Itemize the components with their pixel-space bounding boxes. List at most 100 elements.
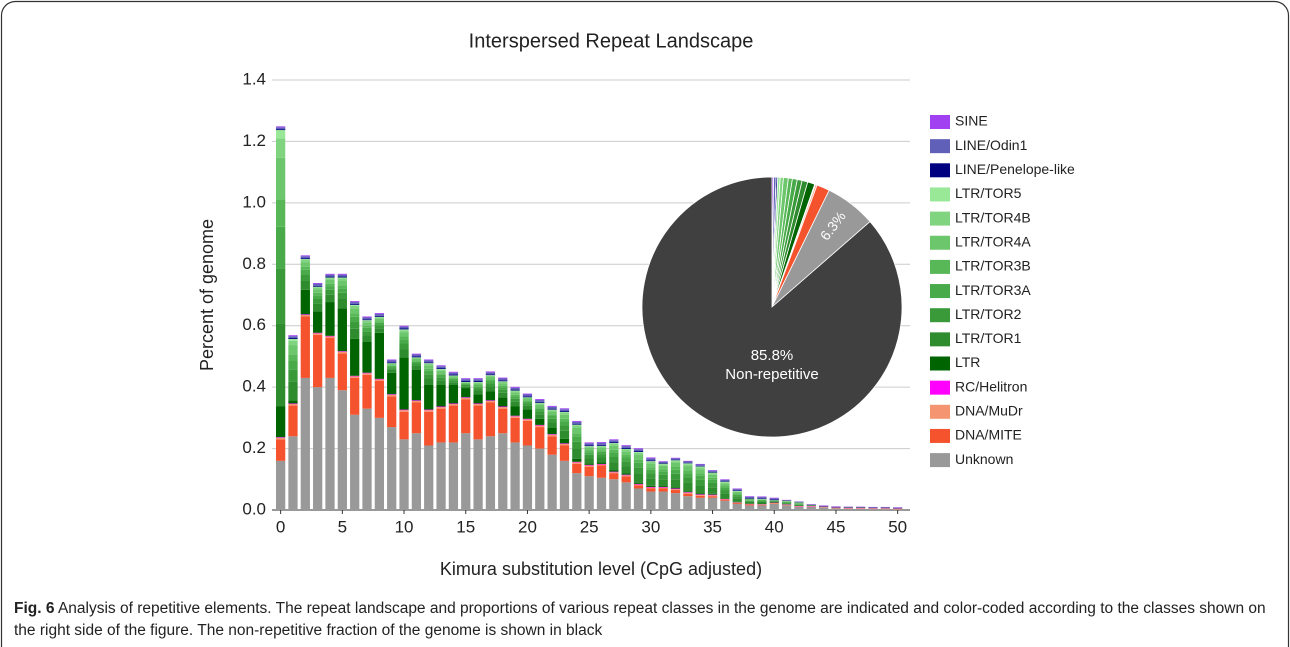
bar-segment (411, 402, 422, 434)
bar-segment (337, 285, 347, 289)
bar-segment (436, 377, 446, 381)
bar-segment (424, 411, 434, 446)
bar-segment (461, 397, 471, 398)
bar-segment (707, 477, 718, 480)
bar-segment (424, 409, 434, 411)
bar-segment (448, 380, 459, 383)
bar-segment (646, 485, 656, 487)
bar-segment (658, 474, 668, 480)
bar-segment (621, 461, 631, 467)
bar-segment (522, 445, 533, 510)
bar-segment (633, 483, 644, 485)
legend-swatch (930, 356, 950, 371)
bar-segment (658, 463, 668, 464)
bar-segment (448, 382, 459, 385)
bar-segment (411, 400, 422, 403)
bar-segment (288, 400, 298, 404)
bar-segment (374, 321, 384, 323)
bar-segment (843, 508, 853, 510)
bar-segment (633, 452, 644, 456)
x-tick-label: 40 (765, 517, 784, 536)
bar-segment (757, 496, 767, 498)
bar-segment (473, 379, 483, 381)
bar-segment (695, 495, 705, 498)
bar-segment (387, 372, 397, 395)
bar-segment (411, 365, 422, 370)
bar-segment (572, 463, 582, 474)
y-tick-label: 1.4 (242, 69, 266, 88)
caption-text: Analysis of repetitive elements. The rep… (14, 600, 1266, 639)
bar-segment (769, 503, 779, 504)
bar-segment (707, 474, 718, 478)
bar-segment (707, 494, 718, 496)
bar-segment (695, 479, 705, 486)
legend-swatch (930, 235, 950, 250)
bar-segment (646, 458, 656, 461)
bar-segment (313, 289, 323, 293)
bar-segment (288, 404, 298, 406)
legend-label: DNA/MuDr (955, 403, 1023, 419)
bar-segment (288, 381, 298, 401)
bar-segment (707, 473, 718, 475)
bar-segment (276, 437, 286, 440)
bar-segment (596, 450, 607, 452)
bar-segment (535, 400, 545, 402)
bar-segment (485, 402, 496, 437)
bar-segment (547, 422, 557, 428)
bar-segment (757, 500, 767, 502)
bar-segment (498, 433, 508, 510)
bar-segment (485, 400, 496, 403)
bar-segment (325, 294, 335, 303)
bar-segment (572, 433, 582, 437)
bar-segment (424, 362, 434, 364)
x-tick-label: 45 (826, 517, 845, 536)
bar-segment (646, 473, 656, 479)
bar-segment (683, 461, 693, 463)
bar-segment (720, 500, 730, 510)
bar-segment (695, 494, 705, 496)
legend-swatch (930, 211, 950, 226)
bar-segment (461, 378, 471, 380)
bar-segment (732, 488, 742, 490)
bar-segment (559, 425, 570, 431)
bar-segment (609, 439, 619, 441)
bar-segment (485, 375, 496, 376)
bar-segment (350, 313, 360, 317)
bar-segment (633, 449, 644, 452)
bar-segment (621, 475, 631, 477)
bar-segment (276, 406, 286, 438)
bar-segment (596, 465, 607, 478)
bar-segment (276, 439, 286, 461)
bar-segment (436, 369, 446, 371)
bar-segment (547, 410, 557, 412)
y-tick-label: 0.2 (242, 438, 266, 457)
bar-segment (547, 436, 557, 455)
bar-segment (695, 467, 705, 470)
bar-segment (732, 490, 742, 491)
bar-segment (646, 478, 656, 486)
bar-segment (732, 491, 742, 494)
bar-segment (276, 129, 286, 131)
bar-segment (498, 381, 508, 382)
bar-segment (448, 372, 459, 375)
bar-segment (362, 319, 372, 321)
legend-swatch (930, 139, 950, 154)
bar-segment (633, 451, 644, 452)
bar-segment (646, 457, 656, 459)
bar-segment (498, 392, 508, 398)
bar-segment (485, 372, 496, 375)
bar-segment (276, 323, 286, 407)
bar-segment (720, 487, 730, 491)
bar-segment (288, 345, 298, 355)
bar-segment (300, 314, 310, 317)
bar-segment (374, 328, 384, 333)
bar-segment (362, 408, 372, 510)
bar-segment (633, 485, 644, 489)
bar-segment (781, 502, 792, 503)
bar-segment (670, 479, 681, 488)
bar-segment (498, 387, 508, 390)
bar-segment (473, 404, 483, 406)
bar-segment (831, 508, 841, 510)
bar-segment (547, 408, 557, 410)
